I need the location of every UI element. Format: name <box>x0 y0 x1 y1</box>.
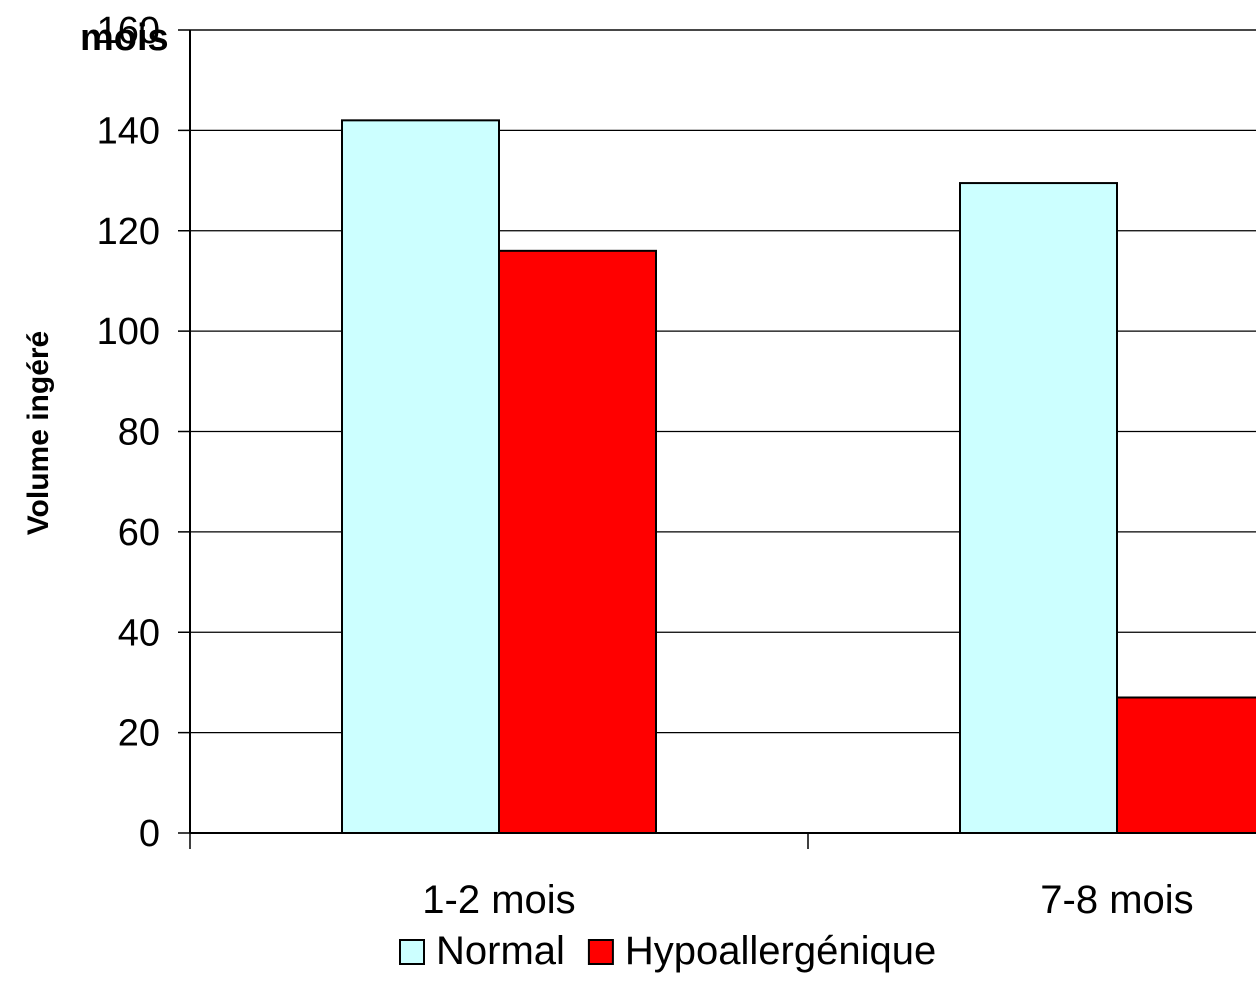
y-axis-title: Volume ingéré <box>22 331 55 536</box>
y-tick-label-120: 120 <box>97 211 160 253</box>
legend-label-hypoallergénique: Hypoallergénique <box>625 929 936 973</box>
y-tick-label-60: 60 <box>118 512 160 554</box>
y-tick-label-80: 80 <box>118 412 160 454</box>
y-tick-label-160: 160 <box>97 10 160 52</box>
y-tick-labels: 0 20 40 60 80 100 120 140 160 <box>97 10 160 855</box>
y-tick-label-100: 100 <box>97 311 160 353</box>
legend-label-normal: Normal <box>436 929 565 973</box>
bar-normal-1 <box>341 119 500 834</box>
legend-swatch-hypoallergénique <box>587 939 614 965</box>
y-tick-label-0: 0 <box>139 813 160 855</box>
bar-hypoallergénique-1 <box>498 249 657 834</box>
chart-title-fragment: mois <box>80 17 169 59</box>
axes <box>189 30 1256 834</box>
legend-swatch-normal <box>399 939 425 965</box>
legend: Normal Hypoallergénique <box>399 929 936 973</box>
x-tick-labels: 1-2 mois 7-8 mois <box>422 878 1193 922</box>
x-tick-label-2: 7-8 mois <box>1040 878 1193 922</box>
bars <box>341 119 1256 835</box>
bar-normal-2 <box>959 182 1118 834</box>
x-tick-label-1: 1-2 mois <box>422 878 575 922</box>
bar-hypoallergénique-2 <box>1116 696 1256 835</box>
y-tick-label-20: 20 <box>118 713 160 755</box>
y-tick-label-140: 140 <box>97 110 160 152</box>
y-tick-label-40: 40 <box>118 612 160 654</box>
